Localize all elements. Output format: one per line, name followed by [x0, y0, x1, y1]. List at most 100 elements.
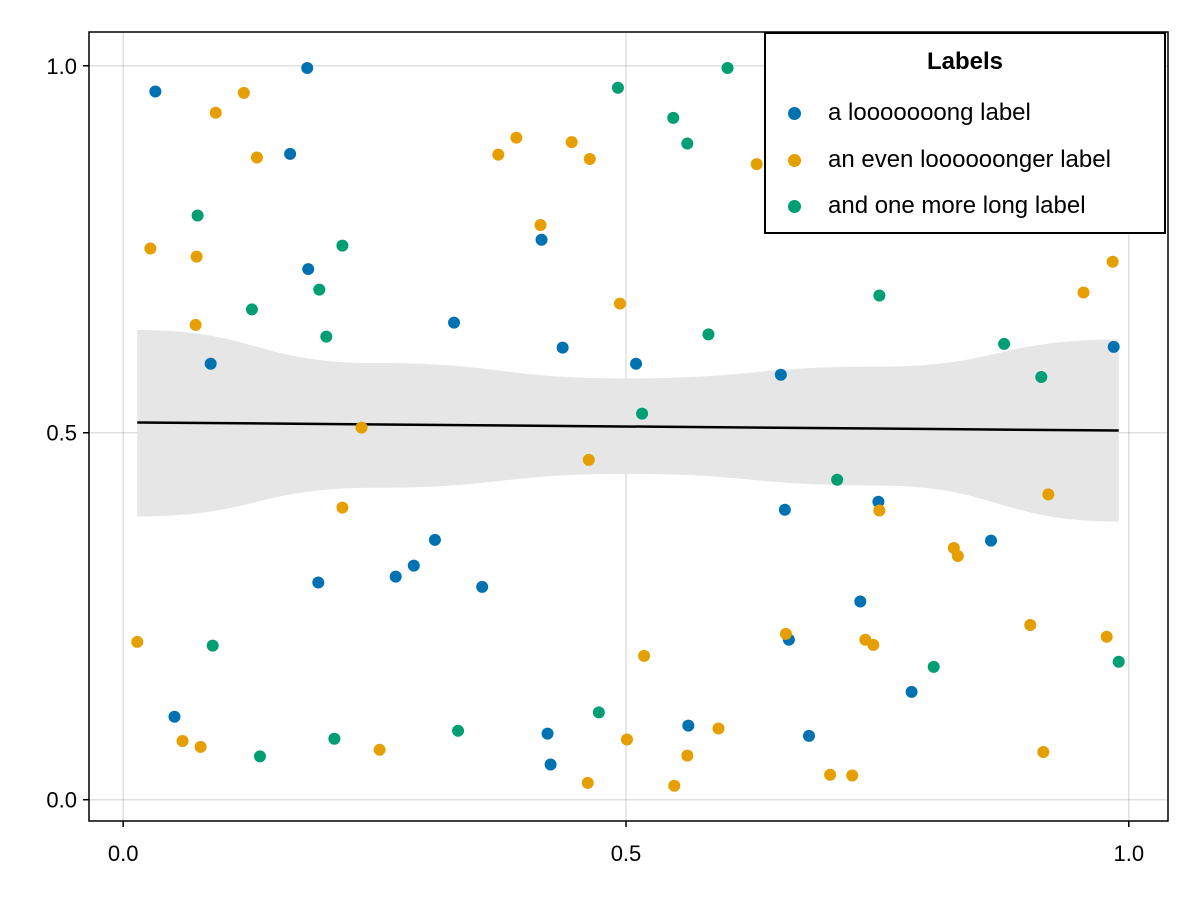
data-point-series-2 — [1024, 619, 1037, 632]
data-point-series-2 — [373, 743, 386, 756]
data-point-series-1 — [803, 729, 816, 742]
data-point-series-2 — [336, 501, 349, 514]
data-point-series-3 — [927, 660, 940, 673]
data-point-series-2 — [873, 504, 886, 517]
x-tick-label: 1.0 — [1113, 841, 1144, 866]
y-tick-label: 1.0 — [46, 54, 77, 79]
data-point-series-2 — [492, 148, 505, 161]
data-point-series-3 — [667, 111, 680, 124]
legend-label: and one more long label — [828, 192, 1086, 219]
legend-title: Labels — [926, 48, 1004, 75]
legend: Labels a looooooong label an even looooo… — [764, 32, 1166, 234]
data-point-series-3 — [313, 283, 326, 296]
data-point-series-3 — [831, 473, 844, 486]
data-point-series-2 — [510, 131, 523, 144]
data-point-series-2 — [1037, 746, 1050, 759]
data-point-series-2 — [144, 242, 157, 255]
data-point-series-1 — [428, 533, 441, 546]
data-point-series-2 — [1106, 255, 1119, 268]
data-point-series-2 — [779, 627, 792, 640]
data-point-series-2 — [1042, 488, 1055, 501]
data-point-series-3 — [191, 209, 204, 222]
y-tick-label: 0.0 — [46, 788, 77, 813]
data-point-series-1 — [389, 570, 402, 583]
data-point-series-2 — [194, 740, 207, 753]
legend-item-series-2: an even loooooonger label — [788, 146, 1111, 174]
data-point-series-2 — [638, 649, 651, 662]
data-point-series-2 — [534, 219, 547, 232]
data-point-series-2 — [613, 297, 626, 310]
data-point-series-3 — [328, 732, 341, 745]
data-point-series-3 — [611, 81, 624, 94]
data-point-series-2 — [846, 769, 859, 782]
plot-frame — [88, 31, 1169, 822]
data-point-series-3 — [681, 137, 694, 150]
data-point-series-2 — [824, 768, 837, 781]
data-point-series-1 — [556, 341, 569, 354]
data-points — [131, 61, 1125, 792]
data-point-series-3 — [702, 328, 715, 341]
data-point-series-2 — [583, 152, 596, 165]
data-point-series-3 — [253, 750, 266, 763]
data-point-series-1 — [985, 534, 998, 547]
x-tick-label: 0.5 — [611, 841, 642, 866]
data-point-series-3 — [452, 724, 465, 737]
data-point-series-2 — [565, 136, 578, 149]
y-tick-label: 0.5 — [46, 421, 77, 446]
data-point-series-1 — [407, 559, 420, 572]
data-point-series-1 — [682, 719, 695, 732]
data-point-series-3 — [1035, 370, 1048, 383]
data-point-series-1 — [872, 495, 885, 508]
data-point-series-2 — [1100, 630, 1113, 643]
data-point-series-3 — [721, 61, 734, 74]
data-point-series-1 — [476, 580, 489, 593]
data-point-series-1 — [302, 263, 315, 276]
data-point-series-2 — [250, 151, 263, 164]
data-point-series-1 — [1107, 340, 1120, 353]
data-point-series-1 — [204, 357, 217, 370]
regression-line — [137, 421, 1119, 432]
data-point-series-1 — [774, 368, 787, 381]
data-point-series-1 — [284, 147, 297, 160]
data-point-series-3 — [336, 239, 349, 252]
data-point-series-2 — [355, 421, 368, 434]
legend-item-series-1: a looooooong label — [788, 99, 1031, 127]
data-point-series-2 — [131, 635, 144, 648]
data-point-series-3 — [1112, 655, 1125, 668]
data-point-series-1 — [448, 316, 461, 329]
data-point-series-3 — [320, 330, 333, 343]
data-point-series-2 — [951, 550, 964, 563]
data-point-series-2 — [750, 158, 763, 171]
legend-label: a looooooong label — [828, 99, 1031, 126]
legend-marker-orange — [788, 153, 801, 167]
fit-line — [137, 421, 1119, 432]
data-point-series-2 — [681, 749, 694, 762]
data-point-series-2 — [1077, 286, 1090, 299]
data-point-series-1 — [854, 595, 867, 608]
data-point-series-2 — [237, 86, 250, 99]
data-point-series-3 — [206, 639, 219, 652]
data-point-series-1 — [535, 233, 548, 246]
data-point-series-1 — [149, 85, 162, 98]
data-point-series-2 — [209, 106, 222, 119]
data-point-series-2 — [867, 638, 880, 651]
data-point-series-1 — [541, 727, 554, 740]
data-point-series-1 — [778, 503, 791, 516]
data-point-series-1 — [312, 576, 325, 589]
data-point-series-3 — [592, 706, 605, 719]
data-point-series-2 — [582, 453, 595, 466]
data-point-series-3 — [873, 289, 886, 302]
data-point-series-1 — [905, 685, 918, 698]
data-point-series-2 — [620, 733, 633, 746]
data-point-series-2 — [581, 776, 594, 789]
data-point-series-1 — [168, 710, 181, 723]
legend-marker-blue — [788, 106, 801, 120]
data-point-series-2 — [712, 722, 725, 735]
legend-marker-green — [788, 199, 801, 213]
data-point-series-1 — [544, 758, 557, 771]
legend-item-series-3: and one more long label — [788, 192, 1086, 220]
data-point-series-3 — [245, 303, 258, 316]
data-point-series-1 — [301, 61, 314, 74]
axis-ticks: 0.0 0.5 1.0 0.0 0.5 1.0 — [46, 54, 1144, 866]
